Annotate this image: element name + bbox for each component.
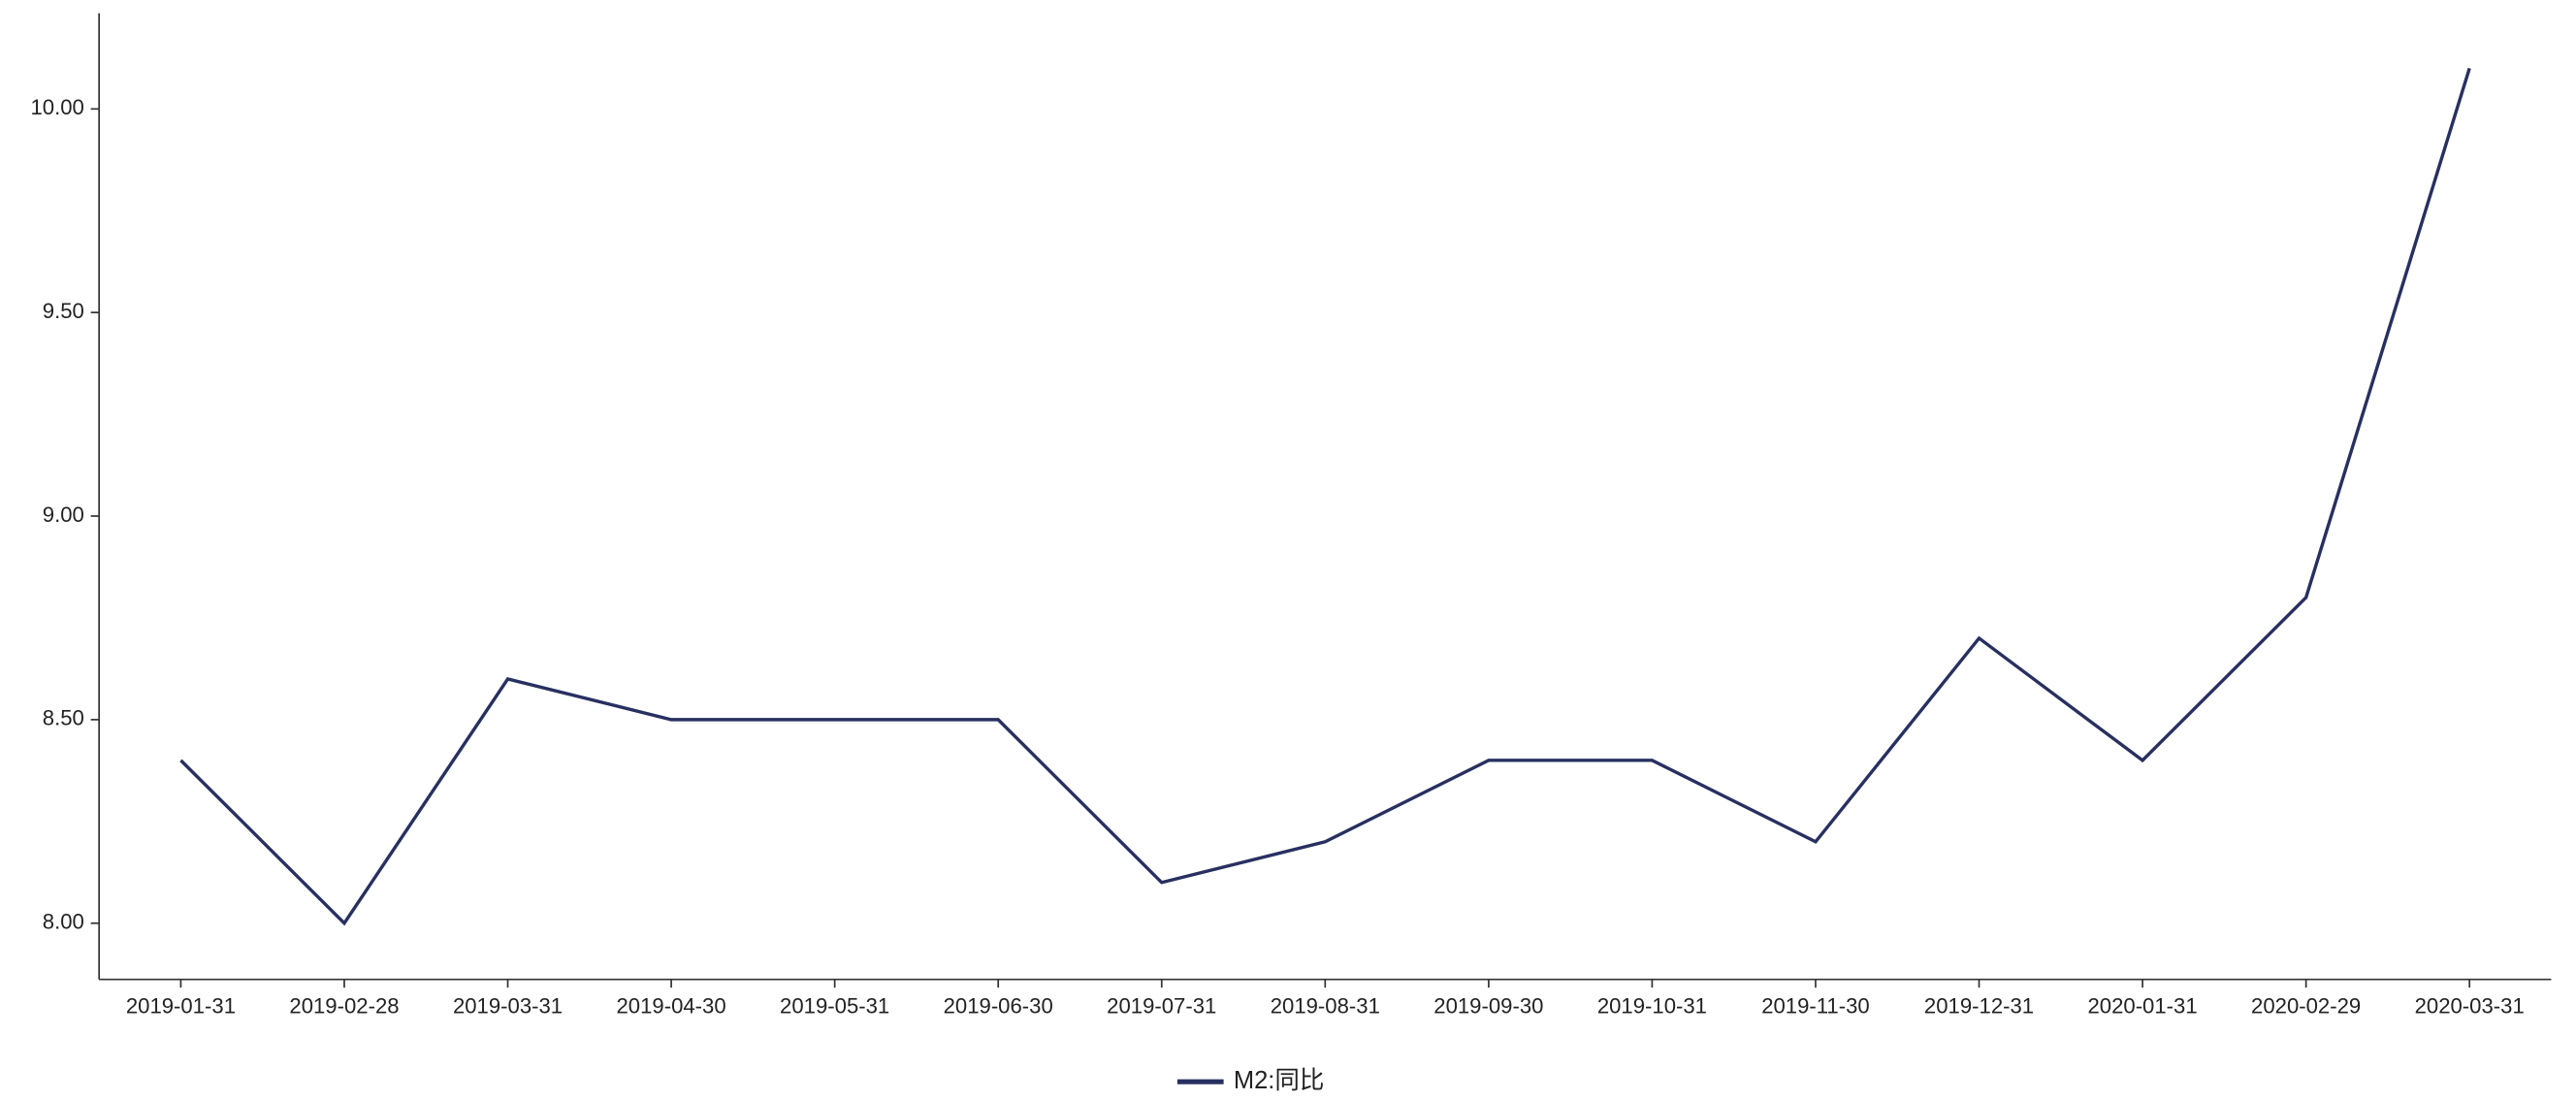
x-tick-label: 2019-11-30 xyxy=(1761,993,1870,1018)
y-tick-label: 8.00 xyxy=(43,910,84,934)
x-tick-label: 2019-10-31 xyxy=(1597,993,1707,1018)
x-tick-label: 2019-02-28 xyxy=(289,993,399,1018)
x-tick-label: 2019-12-31 xyxy=(1924,993,2034,1018)
x-tick-label: 2020-01-31 xyxy=(2087,993,2197,1018)
y-tick-label: 9.00 xyxy=(43,502,84,527)
y-tick-label: 9.50 xyxy=(43,299,84,323)
x-tick-label: 2019-09-30 xyxy=(1433,993,1543,1018)
x-tick-label: 2020-02-29 xyxy=(2251,993,2361,1018)
y-tick-label: 8.50 xyxy=(43,706,84,730)
x-tick-label: 2019-04-30 xyxy=(616,993,725,1018)
x-tick-label: 2019-03-31 xyxy=(453,993,563,1018)
x-tick-label: 2020-03-31 xyxy=(2415,993,2525,1018)
x-tick-label: 2019-05-31 xyxy=(780,993,889,1018)
legend-label: M2:同比 xyxy=(1234,1067,1325,1094)
x-tick-label: 2019-07-31 xyxy=(1107,993,1216,1018)
y-tick-label: 10.00 xyxy=(30,95,83,119)
line-series xyxy=(179,67,2471,926)
x-tick-label: 2019-01-31 xyxy=(126,993,236,1018)
x-tick-label: 2019-08-31 xyxy=(1271,993,1380,1018)
x-tick-label: 2019-06-30 xyxy=(944,993,1053,1018)
